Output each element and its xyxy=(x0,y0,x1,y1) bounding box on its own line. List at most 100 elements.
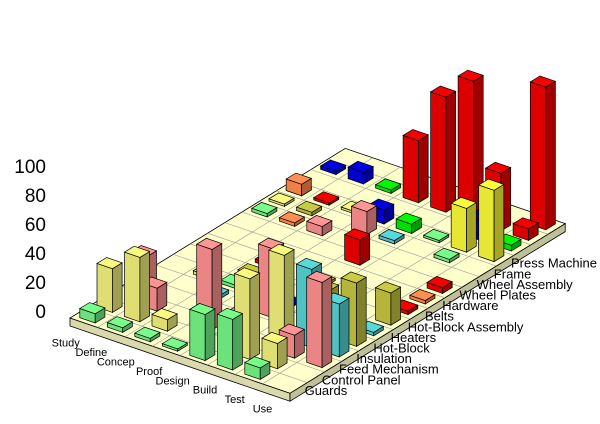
bar-top-face xyxy=(312,191,340,204)
bar-top-face xyxy=(278,323,306,336)
bar-side-face xyxy=(249,272,260,361)
bar-top-face xyxy=(350,200,378,212)
chart-bars xyxy=(78,69,557,381)
floor-grid-line xyxy=(224,222,445,299)
bar xyxy=(319,159,347,176)
phase-label: Test xyxy=(225,394,245,406)
z-tick-label: 60 xyxy=(25,215,46,236)
bar-side-face xyxy=(390,286,401,326)
bar xyxy=(350,200,378,236)
bar-top-face xyxy=(426,276,454,288)
bar xyxy=(312,191,340,206)
bar-front-face xyxy=(375,287,392,326)
bar-top-face xyxy=(409,289,436,301)
bar-top-face xyxy=(395,212,423,225)
bar-side-face xyxy=(445,90,457,213)
bar-top-face xyxy=(340,271,368,284)
bar xyxy=(426,276,454,295)
bar-top-face xyxy=(161,337,189,350)
bar-side-face xyxy=(418,134,429,204)
bar xyxy=(409,289,436,305)
bar-top-face xyxy=(422,228,450,241)
bar xyxy=(429,85,457,213)
bar xyxy=(216,307,244,371)
bar-top-face xyxy=(78,302,106,315)
bar xyxy=(374,178,402,195)
component-label: Press Machine xyxy=(511,256,597,271)
bar-top-face xyxy=(278,211,306,224)
bar xyxy=(295,200,323,217)
phase-label: Concep xyxy=(97,357,135,369)
bar-side-face xyxy=(338,297,350,358)
bar xyxy=(450,196,478,253)
component-label: Heaters xyxy=(391,330,437,345)
phase-label: Proof xyxy=(136,366,163,378)
bar-front-face xyxy=(478,184,495,263)
z-tick-label: 100 xyxy=(14,157,46,178)
bar-side-face xyxy=(466,201,477,253)
bar xyxy=(402,129,430,204)
bar xyxy=(268,243,295,339)
bar xyxy=(151,308,178,332)
bar xyxy=(422,228,450,244)
bar xyxy=(347,160,375,185)
component-label: Wheel Assembly xyxy=(477,277,574,292)
bar-top-face xyxy=(285,172,313,185)
bar-top-face xyxy=(233,267,261,280)
bar xyxy=(78,302,106,324)
bar-top-face xyxy=(457,69,485,82)
component-label: Hardware xyxy=(442,298,498,313)
bar xyxy=(96,257,123,314)
bar-top-face xyxy=(195,237,223,250)
bar-side-face xyxy=(493,183,505,263)
bar-front-face xyxy=(450,202,467,253)
bar xyxy=(106,316,134,334)
phase-label: Study xyxy=(52,338,81,350)
bar-side-face xyxy=(112,262,123,314)
bar xyxy=(378,229,405,245)
z-tick-label: 20 xyxy=(25,273,46,294)
bar-top-face xyxy=(243,356,271,369)
bar-front-face xyxy=(189,308,206,362)
bar-top-face xyxy=(133,326,161,339)
bar-side-face xyxy=(232,312,243,371)
bar-top-face xyxy=(295,200,323,213)
bar-top-face xyxy=(96,257,123,270)
z-axis: 0 20 40 60 80 100 xyxy=(14,157,46,323)
component-label: Insulation xyxy=(356,351,412,366)
bar-top-face xyxy=(343,228,371,241)
bar xyxy=(305,270,333,369)
bar-top-face xyxy=(123,245,151,258)
component-label: Feed Mechanism xyxy=(339,362,439,377)
bar-top-face xyxy=(484,161,512,174)
bar-top-face xyxy=(378,229,405,241)
bar-top-face xyxy=(319,159,347,172)
bar-side-face xyxy=(139,250,150,323)
phase-label: Define xyxy=(75,347,107,359)
bar xyxy=(457,69,485,223)
bar xyxy=(395,212,423,235)
bar-top-face xyxy=(268,192,295,205)
bar xyxy=(278,211,306,228)
bar-front-face xyxy=(268,249,285,339)
bar-top-face xyxy=(295,257,323,270)
bar-top-face xyxy=(367,198,395,211)
bar-front-face xyxy=(402,134,419,204)
bar-top-face xyxy=(529,75,557,88)
bar xyxy=(343,228,371,266)
bar-top-face xyxy=(216,307,244,320)
bar xyxy=(512,217,540,242)
z-tick-label: 80 xyxy=(25,186,46,207)
bar-front-face xyxy=(430,91,447,213)
bar xyxy=(243,356,271,381)
bar xyxy=(250,202,278,218)
bar xyxy=(305,215,333,237)
bar-top-face xyxy=(261,331,288,344)
bar-top-face xyxy=(106,316,134,329)
bar-top-face xyxy=(374,178,402,191)
component-label: Guards xyxy=(305,383,348,398)
bar-top-face xyxy=(429,85,457,98)
